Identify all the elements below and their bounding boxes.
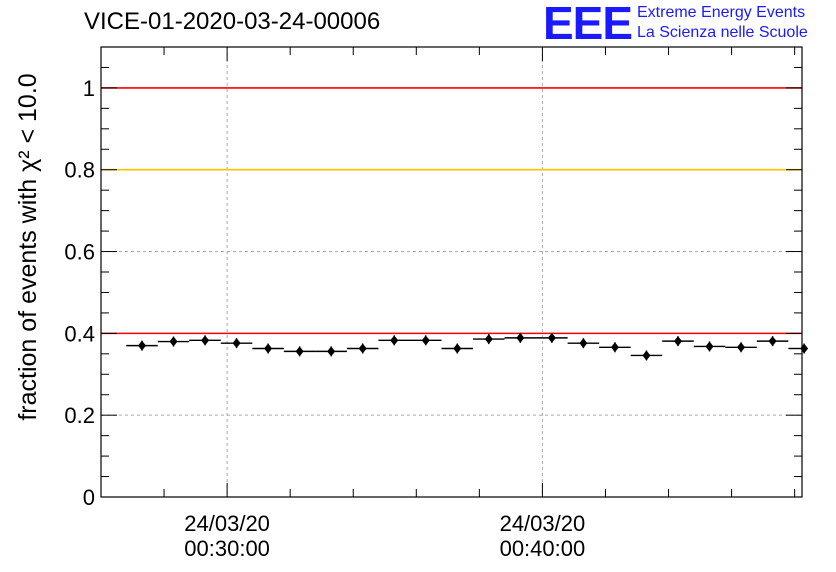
- x-tick-label-date: 24/03/20: [500, 511, 586, 536]
- chart-title: VICE-01-2020-03-24-00006: [84, 8, 381, 35]
- data-point: [421, 335, 430, 346]
- x-tick-label-time: 00:40:00: [500, 536, 586, 561]
- data-point: [579, 338, 588, 349]
- data-point: [800, 343, 809, 354]
- data-point: [673, 336, 682, 347]
- x-tick-label-time: 00:30:00: [184, 536, 270, 561]
- data-point: [358, 343, 367, 354]
- y-tick-label: 0.8: [64, 158, 95, 183]
- data-point: [642, 350, 651, 361]
- eee-logo: EEE: [543, 0, 633, 49]
- data-point: [484, 334, 493, 345]
- data-point: [516, 332, 525, 343]
- logo-subtitle-line2: La Scienza nelle Scuole: [637, 24, 808, 41]
- data-point: [705, 341, 714, 352]
- logo-subtitle-line1: Extreme Energy Events: [637, 4, 806, 21]
- y-tick-label: 0.4: [64, 321, 95, 346]
- data-point: [390, 335, 399, 346]
- y-tick-label: 0.6: [64, 240, 95, 265]
- data-point: [264, 343, 273, 354]
- data-point: [547, 332, 556, 343]
- data-point: [137, 340, 146, 351]
- data-point: [169, 336, 178, 347]
- data-point: [295, 346, 304, 357]
- y-tick-label: 0: [83, 485, 95, 510]
- x-tick-label-date: 24/03/20: [184, 511, 270, 536]
- data-point: [327, 346, 336, 357]
- data-point: [232, 338, 241, 349]
- y-tick-label: 0.2: [64, 403, 95, 428]
- plot-frame: [100, 46, 803, 498]
- y-tick-label: 1: [83, 76, 95, 101]
- data-point: [453, 343, 462, 354]
- data-point: [737, 342, 746, 353]
- data-point: [768, 336, 777, 347]
- data-point: [610, 342, 619, 353]
- data-point: [201, 335, 210, 346]
- y-axis-label: fraction of events with χ² < 10.0: [14, 73, 42, 420]
